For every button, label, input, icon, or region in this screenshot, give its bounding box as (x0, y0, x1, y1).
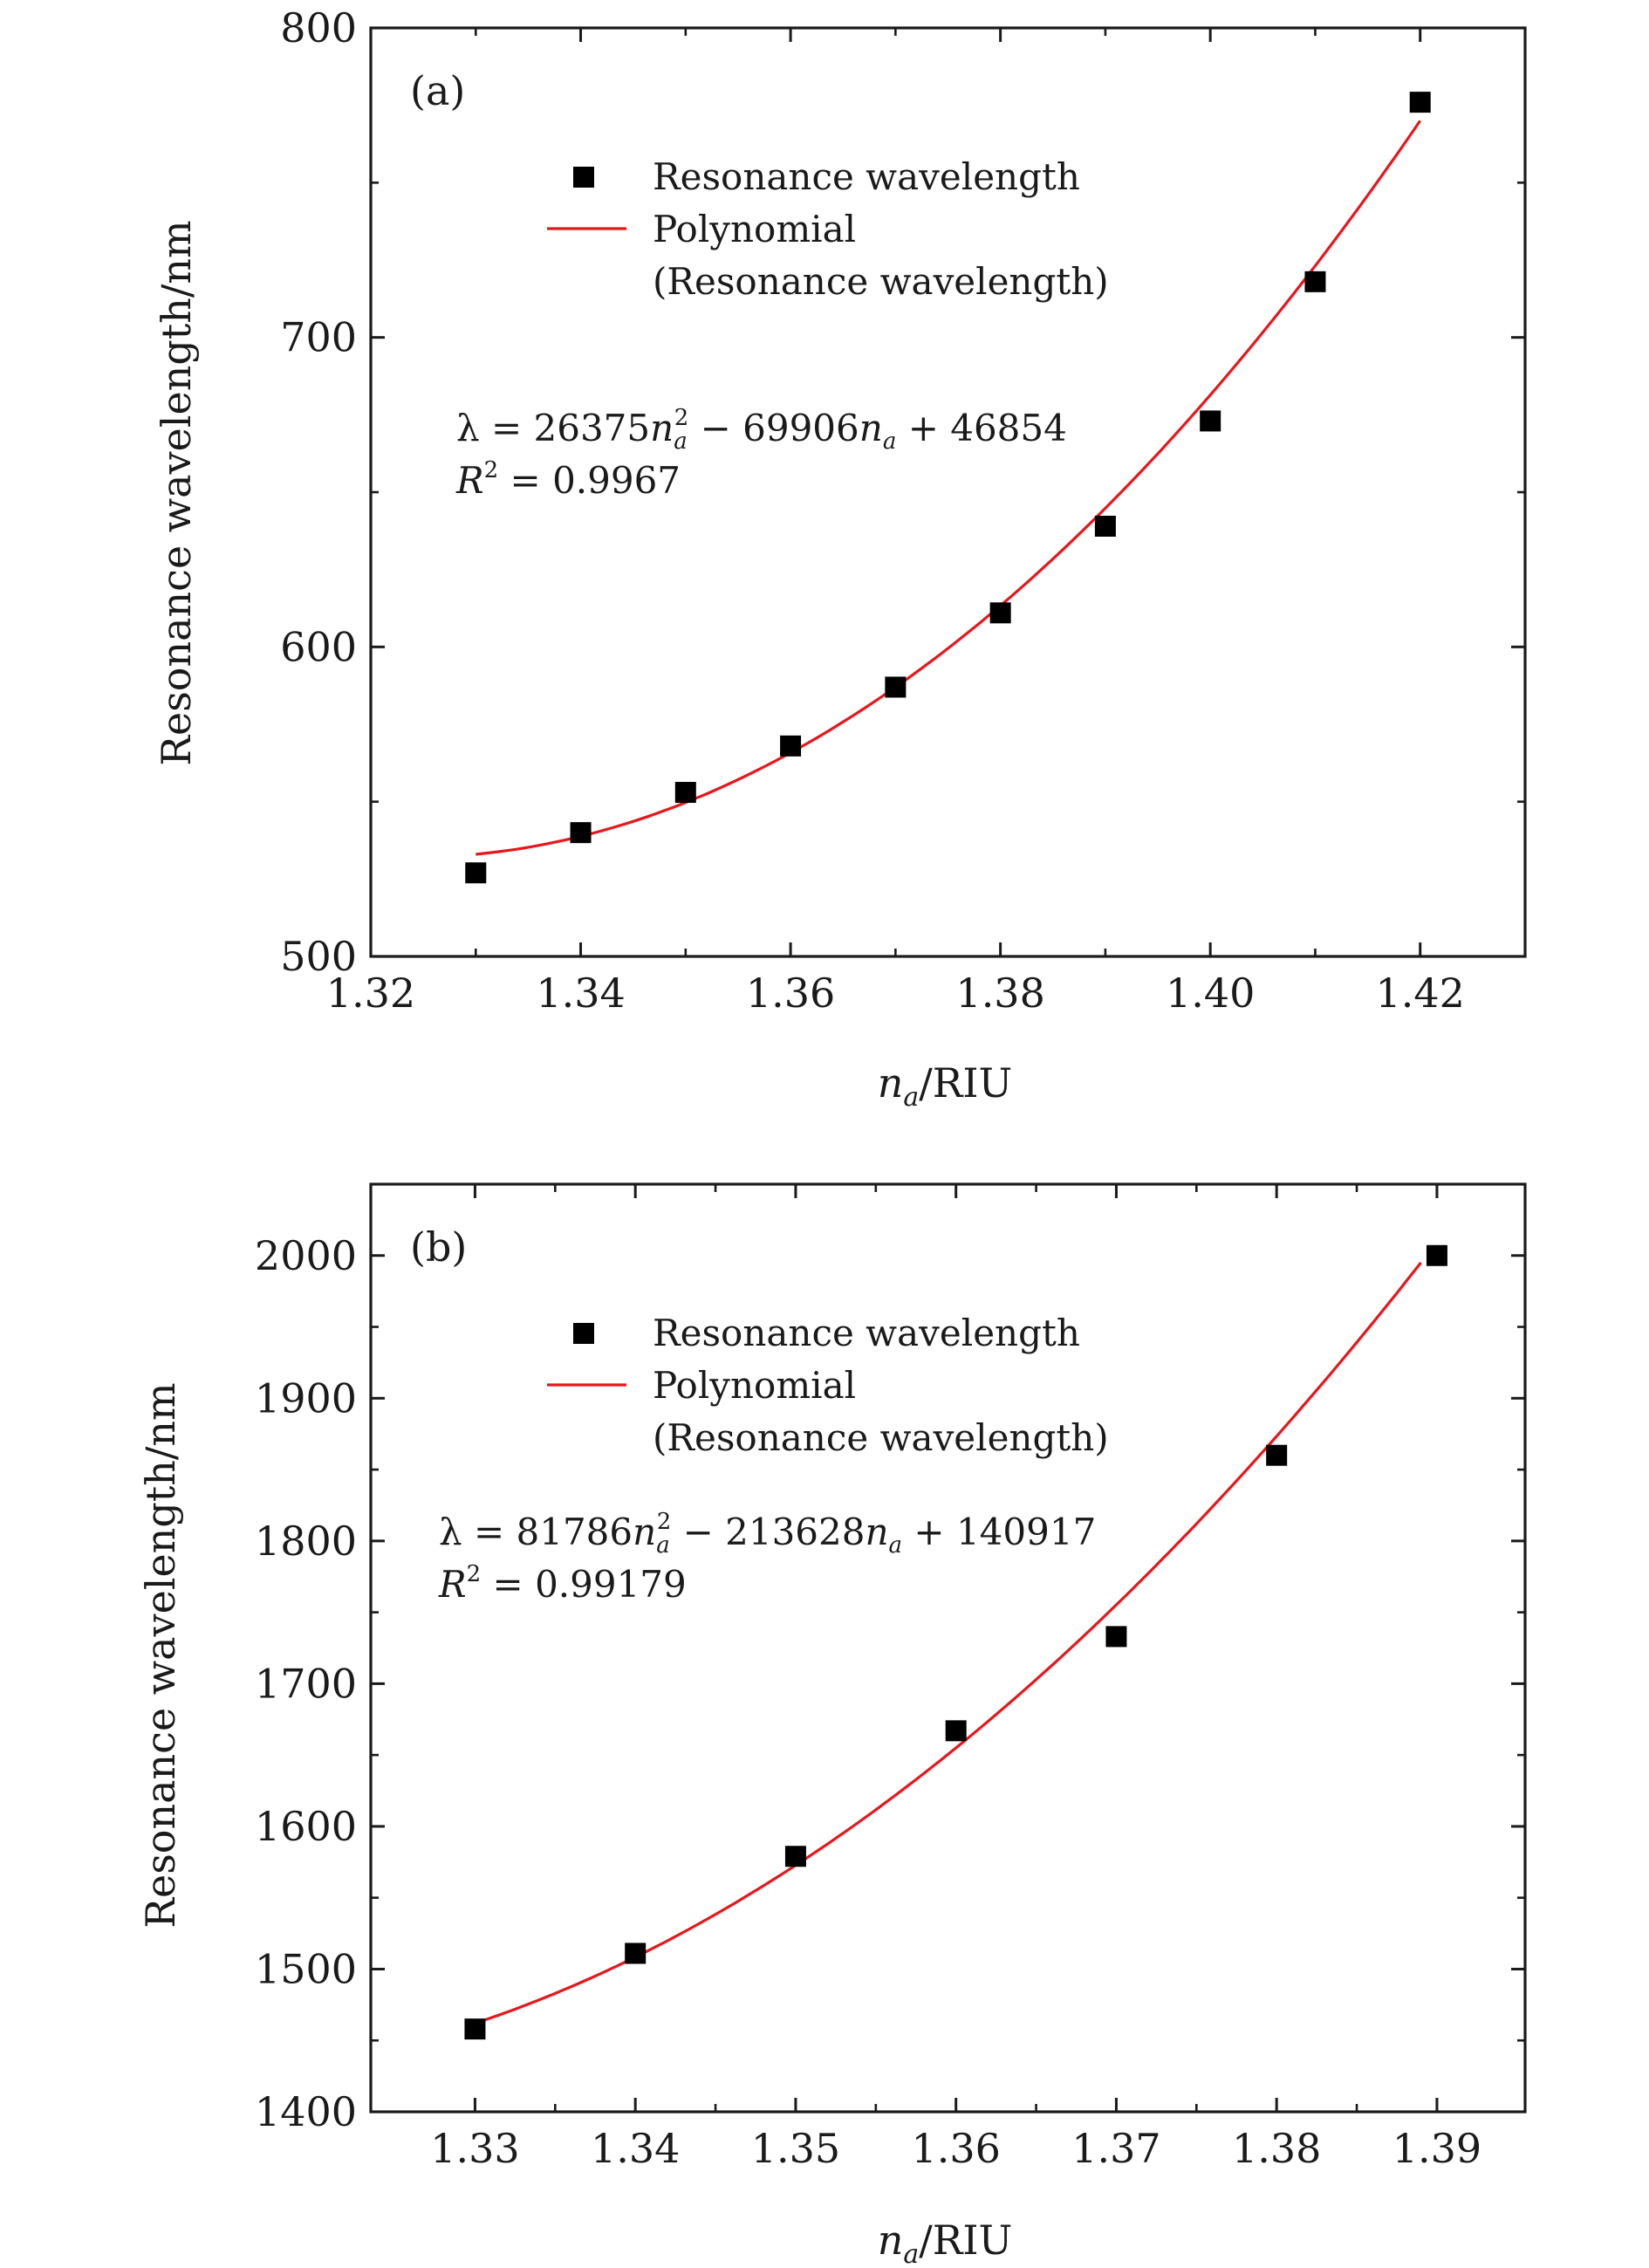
tick-group: 1.32 1.34 1.36 1.38 1.40 1.42 500 600 700 800 (280, 4, 1527, 1017)
x-tick-label: 1.34 (591, 2125, 680, 2172)
x-tick-label: 1.33 (430, 2125, 519, 2172)
marker-group (464, 1244, 1447, 2040)
legend-label-data: Resonance wavelength (653, 1312, 1080, 1354)
r-squared-text: R2 = 0.9967 (455, 457, 681, 502)
data-point (625, 1943, 647, 1964)
legend-label-fit: Polynomial (653, 1364, 856, 1407)
x-tick-label: 1.39 (1392, 2125, 1481, 2172)
y-axis-title: Resonance wavelength/nm (153, 220, 200, 765)
data-point (1094, 516, 1116, 538)
x-tick-label: 1.42 (1376, 970, 1465, 1017)
data-point (465, 862, 487, 884)
panel-label: (b) (410, 1223, 467, 1271)
fit-equation: λ = 26375na2 − 69906na + 46854 R2 = 0.99… (455, 405, 1067, 502)
legend-marker-square (573, 167, 594, 188)
equation-text: λ = 81786na2 − 213628na + 140917 (439, 1509, 1096, 1559)
fit-curve (476, 120, 1422, 856)
legend: Resonance wavelength Polynomial (Resonan… (547, 1312, 1109, 1459)
plot-frame (369, 1182, 1527, 2114)
fit-equation: λ = 81786na2 − 213628na + 140917 R2 = 0.… (438, 1509, 1096, 1606)
legend-label-fit-line2: (Resonance wavelength) (653, 260, 1109, 303)
x-tick-label: 1.40 (1166, 970, 1255, 1017)
x-tick-label: 1.35 (751, 2125, 840, 2172)
r-squared-text: R2 = 0.99179 (438, 1561, 687, 1606)
x-tick-label: 1.38 (955, 970, 1044, 1017)
panel-label: (a) (410, 67, 465, 114)
data-point (1426, 1244, 1447, 1266)
y-axis-title: Resonance wavelength/nm (137, 1382, 184, 1928)
data-point (1304, 271, 1326, 292)
data-point (570, 822, 592, 844)
y-tick-label: 700 (280, 314, 357, 361)
y-tick-label: 600 (280, 623, 357, 670)
data-point (885, 676, 907, 698)
data-point (1266, 1444, 1288, 1466)
tick-group: 1.33 1.34 1.35 1.36 1.37 1.38 1.39 1400 1500 1600… (255, 1184, 1525, 2172)
y-tick-label: 2000 (255, 1232, 357, 1279)
y-tick-label: 1500 (255, 1945, 357, 1992)
marker-group (465, 92, 1431, 884)
data-point (1105, 1626, 1127, 1648)
fit-curve (474, 1261, 1422, 2025)
x-tick-label: 1.38 (1232, 2125, 1321, 2172)
y-tick-label: 800 (280, 4, 357, 51)
x-axis-title: na/RIU (878, 1059, 1013, 1113)
data-point (1200, 410, 1221, 432)
fit-group (474, 1261, 1422, 2025)
y-tick-label: 1900 (255, 1374, 357, 1422)
chart-panel-b: Resonance wavelength/nm 1.33 1.34 1.35 1.36… (137, 1182, 1527, 2268)
x-tick-label: 1.36 (746, 970, 835, 1017)
y-tick-label: 1700 (255, 1660, 357, 1707)
y-tick-label: 1600 (255, 1803, 357, 1850)
x-tick-label: 1.32 (326, 970, 415, 1017)
legend-label-fit: Polynomial (653, 208, 856, 250)
data-point (674, 782, 696, 804)
y-tick-label: 1400 (255, 2088, 357, 2135)
y-tick-label: 1800 (255, 1518, 357, 1565)
legend-marker-square (573, 1323, 594, 1344)
data-point (784, 1846, 806, 1867)
data-point (945, 1720, 967, 1742)
x-tick-label: 1.34 (536, 970, 625, 1017)
x-tick-label: 1.36 (911, 2125, 1000, 2172)
legend-label-data: Resonance wavelength (653, 155, 1080, 198)
y-tick-label: 500 (280, 933, 357, 980)
data-point (1409, 92, 1431, 113)
data-point (464, 2018, 486, 2040)
legend: Resonance wavelength Polynomial (Resonan… (547, 155, 1109, 303)
x-tick-label: 1.37 (1071, 2125, 1160, 2172)
x-axis-title: na/RIU (878, 2217, 1013, 2268)
plot-frame (369, 26, 1527, 958)
chart-panel-a: Resonance wavelength/nm 1.32 1.34 1.36 1.38… (153, 4, 1527, 1113)
data-point (989, 602, 1011, 624)
data-point (780, 735, 802, 757)
legend-label-fit-line2: (Resonance wavelength) (653, 1416, 1109, 1459)
equation-text: λ = 26375na2 − 69906na + 46854 (456, 405, 1067, 455)
fit-group (476, 120, 1422, 856)
